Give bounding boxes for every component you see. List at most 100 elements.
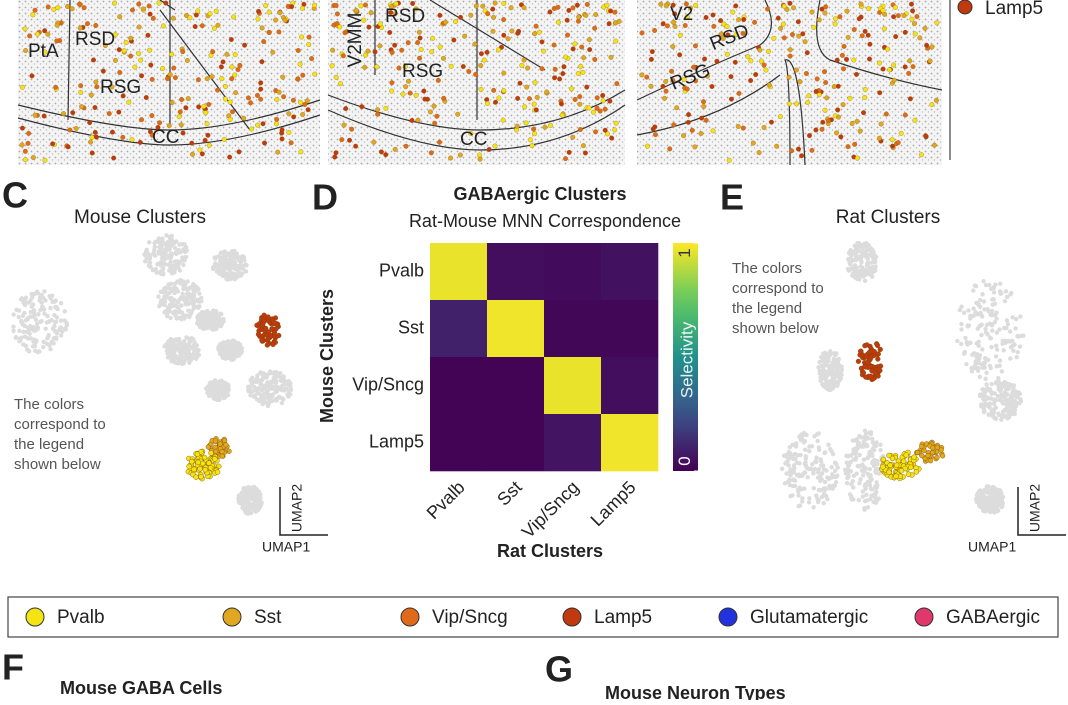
umap-cell (835, 465, 840, 470)
cell-dot (220, 59, 226, 65)
umap-cell (803, 453, 808, 459)
cell-dot (347, 137, 352, 143)
umap-cell (237, 254, 242, 260)
umap-cell (969, 365, 974, 371)
umap-cell (212, 394, 218, 399)
cell-dot (359, 104, 365, 110)
cell-dot (81, 5, 87, 11)
cell-dot (88, 92, 94, 98)
umap-cell (1010, 315, 1015, 320)
cell-dot (349, 126, 355, 132)
umap-cell (188, 357, 194, 363)
umap-cell (981, 279, 986, 284)
cell-dot (213, 8, 219, 14)
umap-cell (19, 296, 25, 301)
cell-dot (227, 116, 233, 122)
umap-cell (827, 386, 833, 391)
cell-dot (669, 68, 674, 74)
umap-cell (827, 483, 832, 489)
umap-cell (43, 326, 48, 331)
umap-cell (857, 481, 862, 486)
cell-dot (409, 118, 415, 123)
umap-cell (147, 240, 152, 245)
cell-dot (822, 69, 827, 75)
cell-dot (485, 11, 491, 17)
cell-dot (726, 157, 732, 163)
umap-cell (796, 473, 801, 478)
cell-dot (41, 113, 47, 119)
cell-dot (286, 111, 292, 117)
umap-cell (185, 355, 190, 361)
umap-cell (874, 341, 880, 347)
cell-dot (652, 28, 658, 33)
cell-dot (65, 144, 71, 150)
cell-dot (701, 104, 707, 109)
umap-cell (231, 271, 237, 276)
umap-cell (1002, 325, 1007, 331)
cell-dot (116, 47, 122, 53)
umap-cell (209, 321, 214, 327)
cell-dot (19, 142, 25, 148)
cell-dot (576, 14, 582, 20)
cell-dot (274, 116, 280, 122)
cell-dot (344, 29, 350, 35)
umap-cell (216, 317, 221, 322)
umap-cell (860, 462, 865, 467)
umap-cell (990, 485, 995, 490)
cell-dot (587, 47, 593, 53)
umap-cell (1005, 392, 1010, 397)
umap-cell (180, 342, 186, 348)
axis-label: UMAP1 (262, 539, 310, 555)
cell-dot (594, 95, 600, 101)
umap-cell (873, 443, 879, 449)
heatmap-cell (487, 357, 545, 415)
cell-dot (703, 15, 709, 20)
umap-cell (1005, 294, 1010, 300)
umap-cell (259, 337, 265, 343)
cell-dot (70, 110, 76, 116)
umap-cell (246, 500, 251, 506)
cell-dot (437, 139, 442, 145)
umap-cell (219, 353, 225, 358)
region-label: CC (152, 127, 179, 148)
umap-cell (234, 353, 240, 358)
umap-cell (207, 465, 214, 471)
umap-cell (797, 485, 802, 490)
cell-dot (796, 146, 801, 152)
cell-dot (306, 34, 312, 40)
cell-dot (30, 155, 36, 161)
cell-dot (867, 41, 873, 47)
umap-cell (197, 466, 203, 472)
cell-dot (505, 36, 511, 42)
cell-dot (795, 19, 801, 25)
umap-cell (965, 342, 970, 347)
umap-cell (1001, 348, 1006, 353)
umap-cell (993, 282, 998, 287)
cell-dot (150, 15, 156, 21)
umap-cell (1015, 333, 1020, 339)
umap-cell (217, 311, 223, 316)
umap-cell (277, 386, 282, 391)
cell-dot (184, 58, 190, 63)
cell-dot (20, 84, 25, 90)
cell-dot (547, 9, 553, 15)
umap-cell (845, 266, 851, 272)
umap-cell (816, 431, 821, 436)
cell-dot (852, 141, 858, 147)
legend-box (7, 596, 1059, 638)
panel-c: C Mouse Clusters The colors correspond t… (2, 175, 328, 555)
cell-dot (109, 84, 115, 90)
cell-dot (473, 3, 479, 9)
umap-cell (35, 326, 40, 332)
cell-dot (282, 17, 288, 23)
umap-cell (188, 294, 193, 300)
cell-dot (912, 21, 917, 27)
umap-cell (862, 437, 868, 442)
umap-cell (184, 335, 189, 340)
cell-dot (555, 19, 561, 25)
umap-cell (283, 386, 289, 392)
umap-cell (990, 322, 995, 327)
umap-cell (969, 369, 975, 374)
cell-dot (837, 14, 843, 20)
cell-dot (841, 66, 847, 72)
